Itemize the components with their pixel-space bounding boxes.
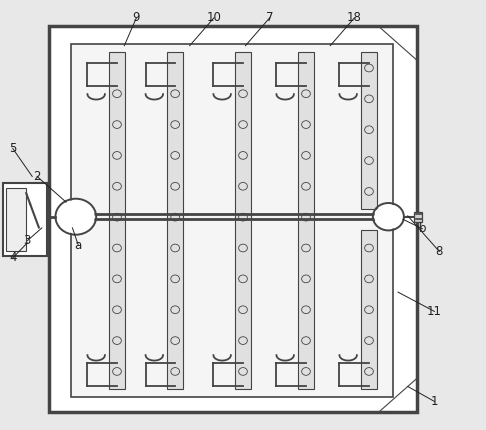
Bar	[298, 52, 314, 389]
Text: 4: 4	[9, 252, 17, 264]
Bar	[361, 52, 377, 209]
Bar	[361, 230, 377, 389]
Bar	[109, 52, 125, 389]
Text: 10: 10	[207, 11, 221, 25]
Text: 8: 8	[435, 245, 443, 258]
Text: 18: 18	[347, 11, 362, 25]
Bar	[167, 52, 183, 389]
Bar	[414, 212, 422, 222]
Bar	[235, 52, 251, 389]
Text: a: a	[75, 239, 82, 252]
Text: 3: 3	[24, 234, 31, 247]
Text: 11: 11	[427, 305, 442, 318]
Bar	[5, 188, 26, 251]
Text: 1: 1	[431, 395, 438, 408]
Text: 5: 5	[9, 142, 17, 155]
Bar	[49, 26, 417, 412]
Text: b: b	[418, 222, 426, 235]
Bar	[71, 43, 393, 397]
Circle shape	[57, 200, 95, 233]
Text: 9: 9	[133, 11, 140, 25]
Circle shape	[374, 204, 402, 229]
Text: 2: 2	[33, 170, 41, 183]
Text: 7: 7	[266, 11, 274, 25]
Bar	[3, 183, 47, 256]
